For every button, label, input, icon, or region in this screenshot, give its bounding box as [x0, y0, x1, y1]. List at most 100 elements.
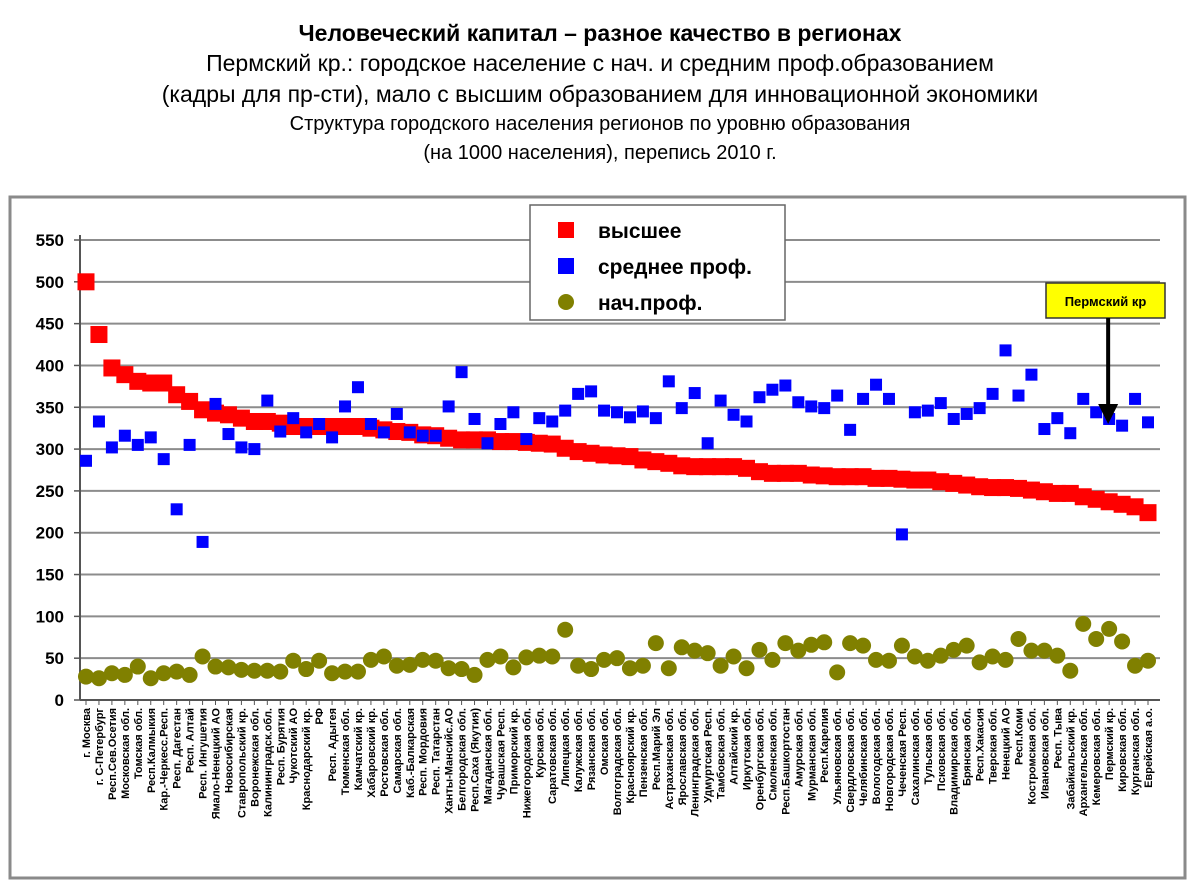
- point-среднее проф.: [339, 400, 352, 413]
- point-нач.проф.: [958, 637, 975, 654]
- point-нач.проф.: [634, 657, 651, 674]
- point-высшее: [984, 479, 1002, 497]
- point-нач.проф.: [686, 642, 703, 659]
- point-высшее: [958, 476, 976, 494]
- point-нач.проф.: [375, 648, 392, 665]
- series-0: [77, 273, 1157, 522]
- point-среднее проф.: [209, 397, 222, 410]
- point-нач.проф.: [816, 634, 833, 651]
- x-tick-label: Пензенская обл.: [638, 708, 650, 797]
- point-среднее проф.: [235, 441, 248, 454]
- x-tick-label: Челябинская обл.: [858, 708, 870, 806]
- x-tick-label: Сахалинская обл.: [910, 708, 922, 805]
- point-высшее: [1035, 483, 1053, 501]
- point-высшее: [841, 468, 859, 486]
- x-tick-label: Приморский кр.: [508, 708, 520, 794]
- y-tick-label: 500: [36, 273, 64, 292]
- x-tick-label: Кар.-Черкесс.Респ.: [159, 708, 171, 811]
- point-высшее: [181, 392, 199, 410]
- x-tick-label: Респ. Ингушетия: [198, 708, 210, 799]
- point-среднее проф.: [999, 344, 1012, 357]
- point-высшее: [634, 451, 652, 469]
- x-tick-label: РФ: [314, 708, 326, 725]
- point-среднее проф.: [623, 411, 636, 424]
- point-нач.проф.: [233, 661, 250, 678]
- point-среднее проф.: [157, 453, 170, 466]
- point-высшее: [725, 458, 743, 476]
- x-tick-label: Московская обл.: [120, 708, 132, 799]
- x-tick-label: Кемеровская обл.: [1091, 708, 1103, 805]
- x-tick-label: г. С-Петербург: [94, 708, 106, 786]
- point-среднее проф.: [105, 441, 118, 454]
- point-нач.проф.: [1036, 642, 1053, 659]
- point-высшее: [1061, 484, 1079, 502]
- point-высшее: [155, 374, 173, 392]
- point-высшее: [258, 412, 276, 430]
- x-tick-label: Чувашская Респ.: [495, 708, 507, 800]
- point-нач.проф.: [660, 660, 677, 677]
- point-среднее проф.: [636, 405, 649, 418]
- x-tick-label: Респ.Коми: [1013, 708, 1025, 765]
- legend-label: среднее проф.: [598, 256, 752, 279]
- point-нач.проф.: [401, 656, 418, 673]
- point-высшее: [789, 464, 807, 482]
- point-нач.проф.: [1127, 657, 1144, 674]
- point-нач.проф.: [324, 665, 341, 682]
- point-нач.проф.: [220, 659, 237, 676]
- point-нач.проф.: [1049, 647, 1066, 664]
- x-tick-label: Новосибирская: [223, 708, 235, 793]
- x-tick-label: Респ. Дагестан: [172, 708, 184, 789]
- point-высшее: [349, 418, 367, 436]
- point-нач.проф.: [168, 663, 185, 680]
- point-нач.проф.: [583, 661, 600, 678]
- point-нач.проф.: [78, 668, 94, 685]
- point-нач.проф.: [479, 651, 496, 668]
- point-нач.проф.: [142, 670, 159, 687]
- point-среднее проф.: [390, 407, 403, 420]
- x-tick-label: Амурская обл.: [793, 708, 805, 787]
- chart-title-line-1: Структура городского населения регионов …: [289, 113, 911, 135]
- y-tick-label: 550: [36, 231, 64, 250]
- point-нач.проф.: [518, 649, 535, 666]
- point-высшее: [750, 463, 768, 481]
- point-нач.проф.: [337, 663, 354, 680]
- point-среднее проф.: [494, 418, 507, 430]
- legend-marker: [558, 294, 574, 310]
- point-нач.проф.: [880, 652, 897, 669]
- x-tick-label: Брянская обл.: [962, 708, 974, 786]
- x-tick-label: Курганская обл.: [1130, 708, 1142, 795]
- point-нач.проф.: [1088, 630, 1105, 647]
- point-среднее проф.: [1090, 406, 1103, 419]
- point-высшее: [504, 433, 522, 451]
- x-tick-label: Респ. Тыва: [1052, 707, 1064, 768]
- point-нач.проф.: [971, 654, 988, 671]
- x-tick-label: Респ. Алтай: [185, 708, 197, 773]
- y-tick-label: 200: [36, 524, 64, 543]
- x-tick-label: Респ.Башкортостан: [780, 708, 792, 815]
- point-среднее проф.: [1038, 423, 1051, 436]
- point-высшее: [932, 473, 950, 491]
- point-высшее: [647, 453, 665, 471]
- point-высшее: [1126, 498, 1144, 516]
- x-tick-label: Тверская обл.: [988, 708, 1000, 784]
- point-высшее: [686, 458, 704, 476]
- point-высшее: [491, 433, 509, 451]
- point-среднее проф.: [92, 415, 105, 428]
- point-высшее: [945, 474, 963, 492]
- page-title: Человеческий капитал – разное качество в…: [298, 20, 902, 46]
- point-высшее: [336, 418, 354, 436]
- x-tick-label: Хабаровский кр.: [366, 708, 378, 798]
- point-нач.проф.: [544, 648, 561, 665]
- x-tick-label: Еврейская а.о.: [1143, 708, 1155, 788]
- point-нач.проф.: [764, 651, 781, 668]
- annotation-arrow-head-icon: [1098, 404, 1119, 424]
- annotation-box: [1045, 282, 1166, 319]
- point-среднее проф.: [1012, 389, 1025, 402]
- x-tick-label: г. Москва: [81, 707, 93, 758]
- point-нач.проф.: [557, 621, 574, 638]
- x-tick-label: Воронежская обл.: [249, 708, 261, 807]
- y-tick-label: 400: [36, 356, 64, 375]
- y-tick-label: 350: [36, 398, 64, 417]
- point-нач.проф.: [90, 670, 107, 687]
